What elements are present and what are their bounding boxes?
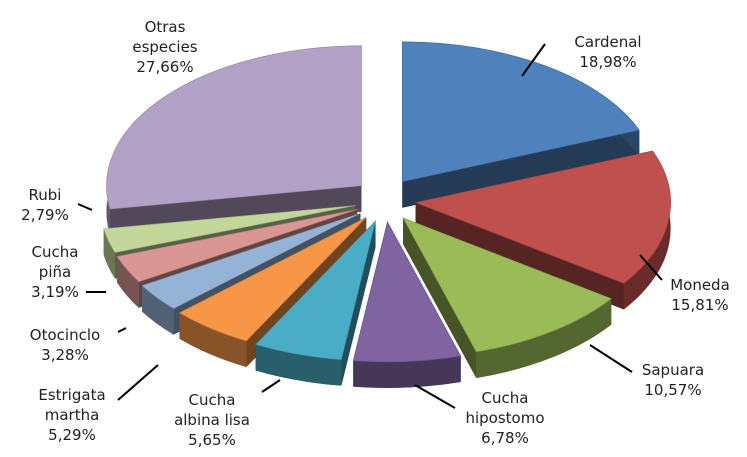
value-label: 5,29% xyxy=(48,426,96,444)
value-label: 5,65% xyxy=(188,431,236,449)
slice xyxy=(352,221,462,363)
slice xyxy=(402,217,612,353)
slice-side xyxy=(116,256,139,308)
slice-group xyxy=(255,219,377,386)
category-label: Estrigata martha xyxy=(38,386,106,424)
value-label: 6,78% xyxy=(481,429,529,447)
slice xyxy=(178,217,367,342)
category-label: Cucha albina lisa xyxy=(174,391,250,429)
slice xyxy=(414,150,671,284)
slice-side xyxy=(103,228,115,279)
category-label: Moneda xyxy=(670,276,730,294)
category-label: Sapuara xyxy=(641,361,705,379)
slice-label: Cucha piña 3,19% xyxy=(20,242,90,302)
value-label: 3,28% xyxy=(41,346,89,364)
value-label: 18,98% xyxy=(579,53,637,71)
slice xyxy=(401,41,640,183)
slice-group xyxy=(401,41,640,208)
slice-side xyxy=(255,344,342,386)
category-label: Otras especies xyxy=(132,18,198,56)
slice-label: Cardenal 18,98% xyxy=(563,32,653,72)
value-label: 2,79% xyxy=(21,206,69,224)
category-label: Cucha hipostomo xyxy=(465,389,545,427)
slice-wall xyxy=(415,202,624,310)
slice-label: Otras especies 27,66% xyxy=(120,17,210,77)
slice xyxy=(141,212,361,309)
slice-label: Cucha albina lisa 5,65% xyxy=(165,390,260,450)
value-label: 15,81% xyxy=(671,296,729,314)
slice xyxy=(106,45,362,210)
value-label: 3,19% xyxy=(31,283,79,301)
leader-line xyxy=(589,344,633,373)
value-label: 10,57% xyxy=(644,381,702,399)
slice-label: Moneda 15,81% xyxy=(655,275,745,315)
slice-label: Sapuara 10,57% xyxy=(628,360,718,400)
category-label: Cucha piña xyxy=(31,243,79,281)
slice-side xyxy=(179,312,247,368)
slice xyxy=(116,209,358,283)
slice xyxy=(103,205,356,253)
slice-label: Cucha hipostomo 6,78% xyxy=(458,388,553,448)
slice xyxy=(255,219,377,360)
leader-line xyxy=(77,203,93,211)
slice-label: Otocinclo 3,28% xyxy=(15,325,115,365)
leader-line xyxy=(117,364,159,401)
slice-side xyxy=(142,285,174,335)
slice-wall xyxy=(341,220,376,386)
leader-line xyxy=(117,327,127,333)
leader-line xyxy=(261,379,281,393)
slice-wall xyxy=(402,130,640,208)
slice-label: Estrigata martha 5,29% xyxy=(27,385,117,445)
category-label: Rubi xyxy=(28,186,62,204)
slice-group xyxy=(352,221,462,388)
slice-wall xyxy=(402,217,477,378)
slice-group xyxy=(402,217,612,378)
leader-line xyxy=(639,254,663,281)
value-label: 27,66% xyxy=(136,58,194,76)
slice-side xyxy=(623,150,671,310)
category-label: Cardenal xyxy=(574,33,642,51)
category-label: Otocinclo xyxy=(29,326,101,344)
leader-line xyxy=(521,43,546,77)
slice-side xyxy=(476,298,612,378)
slice-side xyxy=(353,356,461,388)
slice-group xyxy=(414,150,671,310)
slice-label: Rubi 2,79% xyxy=(10,185,80,225)
leader-line xyxy=(414,384,456,409)
